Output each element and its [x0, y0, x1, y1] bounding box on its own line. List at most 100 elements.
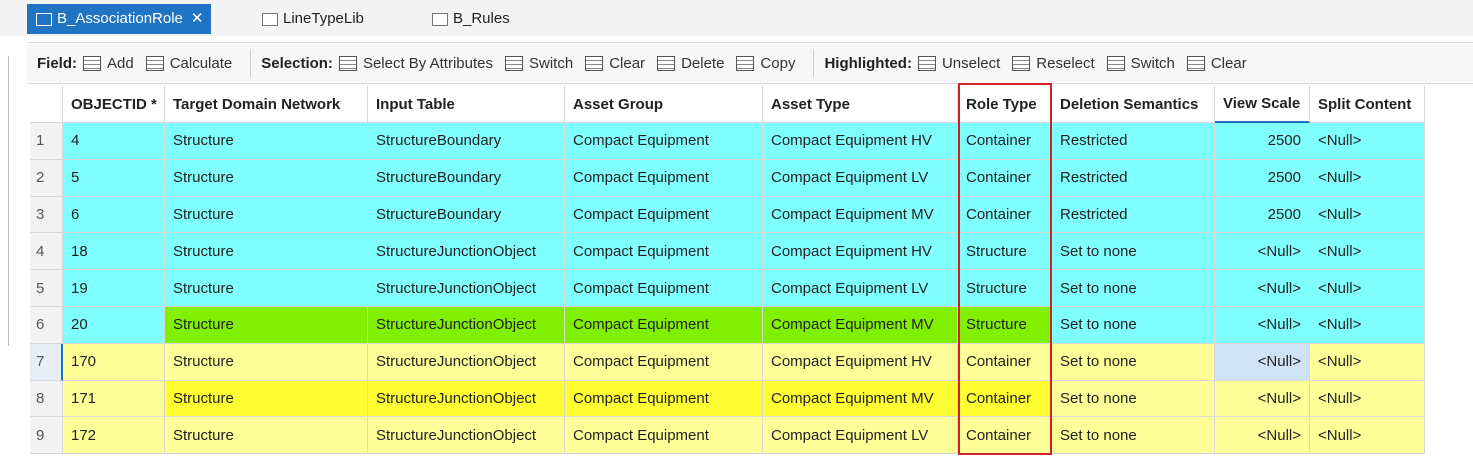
table-cell: <Null> [1310, 270, 1425, 307]
group-label: Field: [37, 54, 77, 72]
table-cell: <Null> [1310, 417, 1425, 455]
table-cell: 20 [63, 307, 165, 344]
table-cell: Container [958, 343, 1052, 381]
row-number: 8 [30, 380, 63, 418]
table-cell: Structure [958, 233, 1052, 271]
row-number: 2 [30, 159, 63, 197]
table-cell: <Null> [1215, 270, 1310, 307]
column-header: Input Table [368, 86, 565, 123]
close-button[interactable]: ✕ [190, 10, 204, 27]
button-label: Clear [1210, 54, 1247, 72]
table-cell: Compact Equipment [565, 159, 763, 197]
button-label: Calculate [169, 54, 233, 72]
column-header: Target Domain Network [165, 86, 368, 123]
toolbar-button[interactable]: Switch [505, 55, 573, 72]
toolbar-button[interactable]: Unselect [917, 54, 1001, 72]
table-cell: <Null> [1310, 196, 1425, 234]
tab[interactable]: B_Rules [423, 4, 518, 34]
button-icon [505, 55, 524, 71]
highlight-box [958, 83, 1052, 455]
row-number: 7 [30, 343, 63, 381]
table-cell: 2500 [1215, 159, 1310, 197]
button-label: Unselect [941, 54, 1001, 72]
table-cell: Structure [958, 270, 1052, 307]
tab-label: B_AssociationRole [57, 10, 183, 27]
toolbar-button[interactable]: Clear [585, 55, 645, 72]
table-cell: StructureBoundary [368, 159, 565, 197]
table-cell: Structure [165, 380, 368, 418]
button-label: Switch [1130, 54, 1175, 72]
table-cell: Compact Equipment [565, 343, 763, 381]
toolbar-button[interactable]: Delete [657, 55, 724, 72]
table-cell: Container [958, 417, 1052, 455]
button-icon [1012, 55, 1031, 71]
table-cell: Compact Equipment MV [763, 380, 958, 418]
table-cell: Set to none [1052, 380, 1215, 418]
toolbar-button[interactable]: Clear [1186, 54, 1247, 72]
button-label: Switch [529, 54, 574, 72]
table-cell: Structure [165, 233, 368, 271]
table-cell: StructureBoundary [368, 196, 565, 234]
button-label: Reselect [1036, 54, 1095, 72]
tab[interactable]: LineTypeLib [253, 4, 372, 34]
table-cell: Compact Equipment HV [763, 123, 958, 160]
table-cell: StructureJunctionObject [368, 343, 565, 381]
toolbar-button[interactable]: Calculate [145, 54, 233, 72]
table-cell: Set to none [1052, 307, 1215, 344]
table-cell: 171 [63, 380, 165, 418]
table-cell: Compact Equipment [565, 417, 763, 455]
table-cell: Compact Equipment LV [763, 417, 958, 455]
tab-icon [432, 13, 448, 26]
table-cell: <Null> [1310, 123, 1425, 160]
column-header: Asset Group [565, 86, 763, 123]
table-cell: 18 [63, 233, 165, 271]
button-label: Add [107, 54, 134, 72]
toolbar-button[interactable]: Reselect [1012, 54, 1095, 72]
tab[interactable]: B_AssociationRole ✕ [27, 4, 212, 34]
table-cell: <Null> [1215, 380, 1310, 418]
row-number: 1 [30, 123, 63, 160]
button-icon [736, 55, 755, 71]
row-number: 5 [30, 270, 63, 307]
table-cell: Set to none [1052, 270, 1215, 307]
table-cell: StructureJunctionObject [368, 270, 565, 307]
table-cell: Restricted [1052, 123, 1215, 160]
toolbar-button[interactable]: Add [83, 55, 134, 72]
table-cell: StructureBoundary [368, 123, 565, 160]
table-cell: Set to none [1052, 233, 1215, 271]
table-cell: <Null> [1310, 307, 1425, 344]
table-cell: StructureJunctionObject [368, 233, 565, 271]
column-header: Role Type [958, 86, 1052, 123]
table-cell: 19 [63, 270, 165, 307]
toolbar-button[interactable]: Switch [1106, 54, 1175, 72]
table-cell: Container [958, 196, 1052, 234]
toolbar-button[interactable]: Select By Attributes [338, 55, 493, 72]
toolbar-group: Selection: Select By Attributes Switch Clea… [251, 49, 815, 77]
row-number: 9 [30, 417, 63, 455]
button-label: Delete [681, 54, 725, 72]
group-label: Highlighted: [824, 54, 912, 72]
table-cell: Structure [165, 196, 368, 234]
panel-edge [8, 56, 15, 346]
toolbar-group: Field: Add Calculate [27, 49, 252, 77]
table-cell: Compact Equipment MV [763, 196, 958, 234]
button-icon [1106, 55, 1125, 71]
toolbar: Field: Add Calculate Selection: Select By At… [27, 42, 1473, 84]
table-cell: Compact Equipment [565, 270, 763, 307]
table-cell: <Null> [1215, 233, 1310, 271]
row-number: 3 [30, 196, 63, 234]
table-cell: Restricted [1052, 159, 1215, 197]
table-cell: Compact Equipment [565, 307, 763, 344]
tab-label: LineTypeLib [283, 10, 364, 27]
table-cell: Structure [165, 417, 368, 455]
toolbar-button[interactable]: Copy [736, 55, 795, 72]
row-number: 6 [30, 307, 63, 344]
table-cell: Set to none [1052, 343, 1215, 381]
table-cell: StructureJunctionObject [368, 417, 565, 455]
tab-icon [36, 13, 52, 26]
table-cell: Structure [165, 270, 368, 307]
header-corner [30, 86, 63, 123]
table-cell: Structure [165, 343, 368, 381]
button-icon [657, 55, 676, 71]
